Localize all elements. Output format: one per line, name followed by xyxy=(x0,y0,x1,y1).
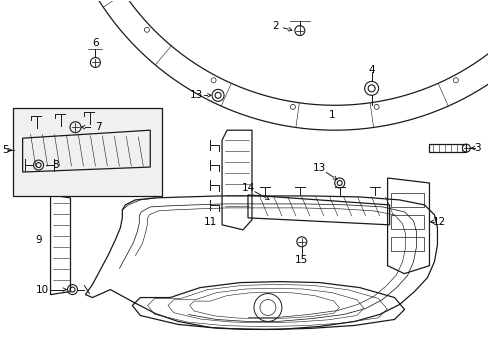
Text: 7: 7 xyxy=(95,122,102,132)
Text: 9: 9 xyxy=(35,235,42,245)
Text: 13: 13 xyxy=(312,163,326,173)
Circle shape xyxy=(290,104,295,109)
Bar xyxy=(390,215,424,229)
Circle shape xyxy=(373,104,378,109)
Text: 14: 14 xyxy=(241,183,254,193)
Text: 1: 1 xyxy=(328,110,334,120)
Text: 8: 8 xyxy=(52,160,59,170)
Circle shape xyxy=(452,78,457,83)
Text: 5: 5 xyxy=(2,145,9,155)
Bar xyxy=(390,193,424,207)
Text: 10: 10 xyxy=(36,284,49,294)
Bar xyxy=(13,108,162,196)
Text: 13: 13 xyxy=(189,90,203,100)
Text: 11: 11 xyxy=(203,217,216,227)
Bar xyxy=(390,237,424,251)
Text: 6: 6 xyxy=(92,37,99,48)
Text: 15: 15 xyxy=(295,255,308,265)
Text: 4: 4 xyxy=(367,66,374,76)
Text: 3: 3 xyxy=(473,143,480,153)
Text: 12: 12 xyxy=(432,217,445,227)
Text: 2: 2 xyxy=(272,21,279,31)
Circle shape xyxy=(144,27,149,32)
Circle shape xyxy=(211,78,216,83)
